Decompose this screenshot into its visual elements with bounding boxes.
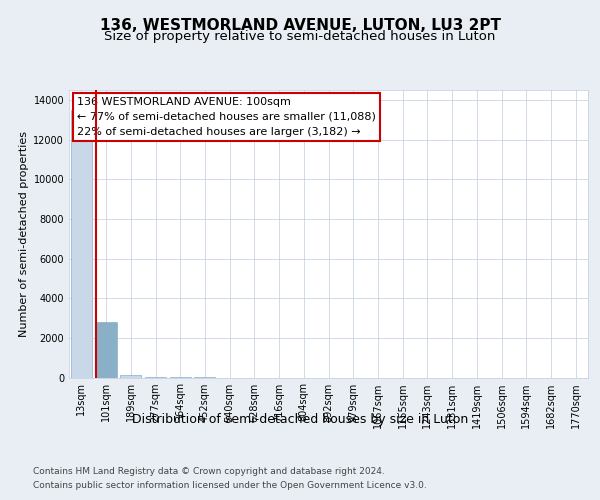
Bar xyxy=(71,110,92,378)
Y-axis label: Number of semi-detached properties: Number of semi-detached properties xyxy=(19,130,29,337)
Text: Contains public sector information licensed under the Open Government Licence v3: Contains public sector information licen… xyxy=(33,481,427,490)
Bar xyxy=(95,322,116,378)
Text: Size of property relative to semi-detached houses in Luton: Size of property relative to semi-detach… xyxy=(104,30,496,43)
Text: 136, WESTMORLAND AVENUE, LUTON, LU3 2PT: 136, WESTMORLAND AVENUE, LUTON, LU3 2PT xyxy=(100,18,500,32)
Text: 136 WESTMORLAND AVENUE: 100sqm
← 77% of semi-detached houses are smaller (11,088: 136 WESTMORLAND AVENUE: 100sqm ← 77% of … xyxy=(77,97,376,137)
Bar xyxy=(120,375,141,378)
Text: Contains HM Land Registry data © Crown copyright and database right 2024.: Contains HM Land Registry data © Crown c… xyxy=(33,468,385,476)
Text: Distribution of semi-detached houses by size in Luton: Distribution of semi-detached houses by … xyxy=(132,412,468,426)
